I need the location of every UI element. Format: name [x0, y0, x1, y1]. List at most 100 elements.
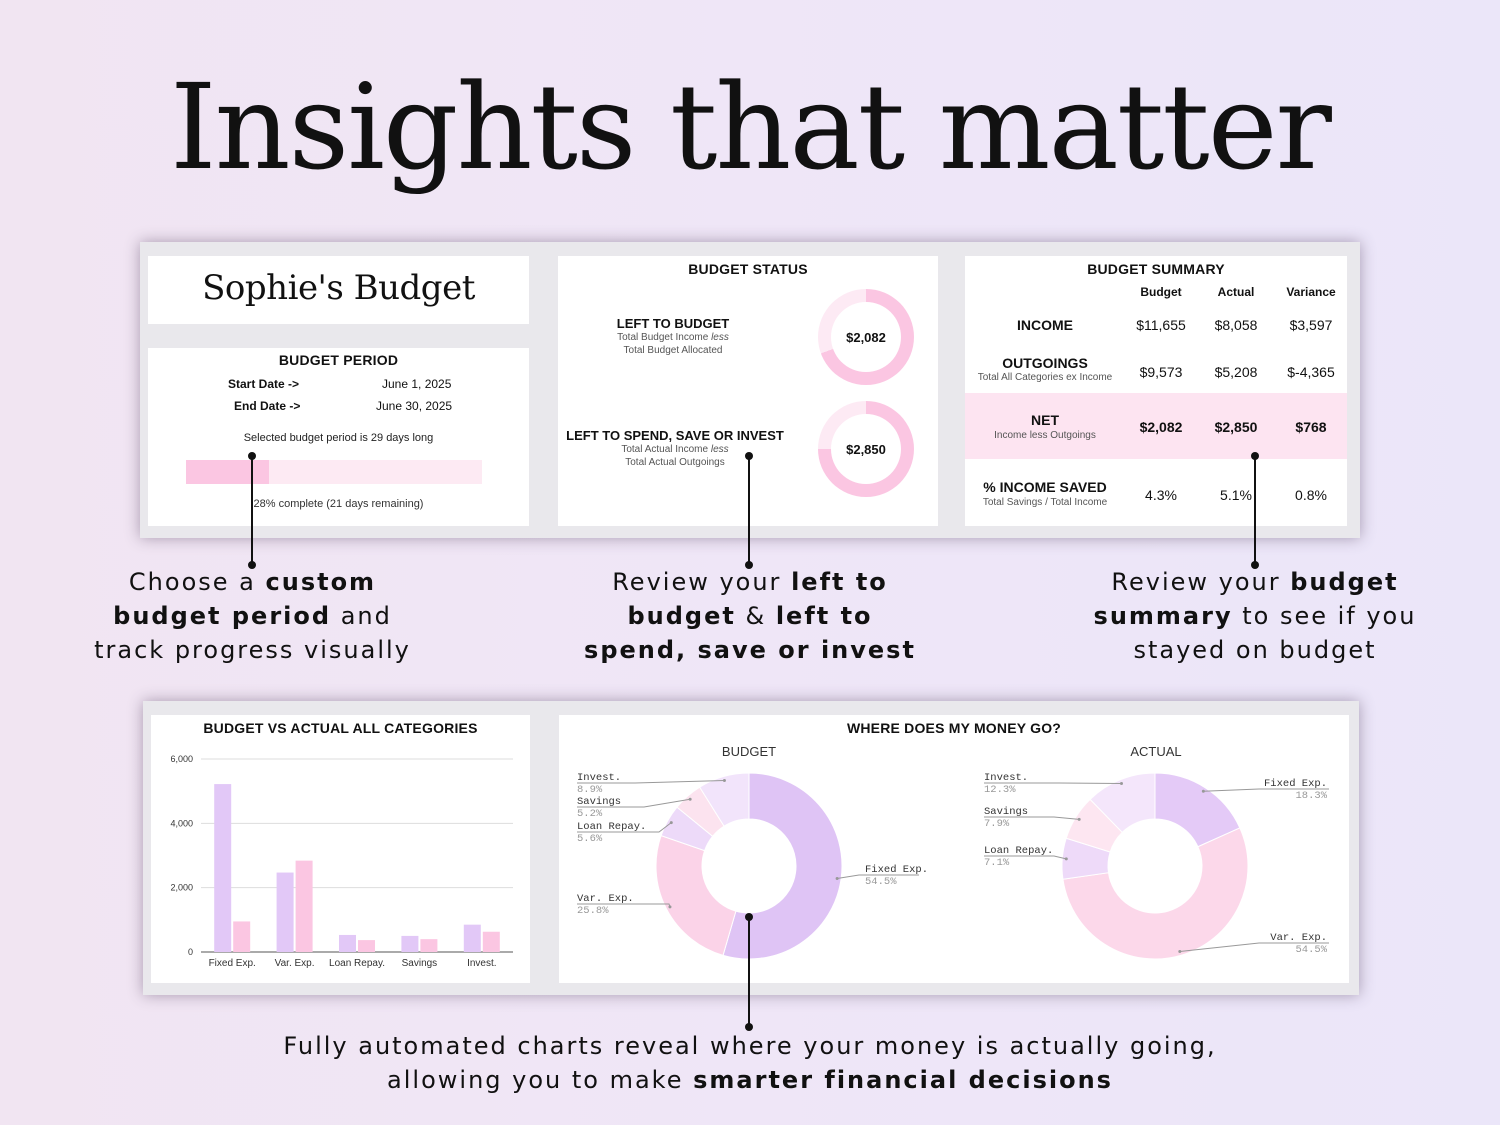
bar-actual — [482, 931, 500, 952]
pie-slice — [1062, 827, 1249, 960]
actual-pie-subtitle: ACTUAL — [1130, 744, 1182, 759]
caption-text: Choose a — [128, 568, 266, 596]
hero-title: Insights that matter — [170, 58, 1332, 196]
pie-label: Var. Exp. — [1270, 932, 1327, 944]
x-tick-label: Invest. — [467, 958, 496, 969]
caption-bold: custom budget period — [113, 568, 377, 630]
caption-text: Review your — [612, 568, 792, 596]
left-to-budget-block: LEFT TO BUDGET Total Budget Income less … — [568, 316, 778, 357]
pie-slice — [655, 834, 737, 956]
bar-actual — [420, 939, 438, 952]
callout-dot-status-end — [745, 561, 753, 569]
budget-title: Sophie's Budget — [202, 268, 475, 308]
caption-text: & — [735, 602, 776, 630]
caption-bold: budget summary — [1093, 568, 1399, 630]
bar-budget — [463, 924, 481, 952]
bar-actual — [295, 860, 313, 952]
leader-dot — [1064, 857, 1068, 861]
summary-cell: 4.3% — [1145, 487, 1177, 503]
period-length-note: Selected budget period is 29 days long — [243, 432, 434, 444]
left-to-spend-block: LEFT TO SPEND, SAVE OR INVEST Total Actu… — [558, 428, 792, 469]
dashboard-top-panel: Sophie's Budget BUDGET PERIOD Start Date… — [140, 242, 1360, 538]
callout-dot-period-end — [248, 561, 256, 569]
col-header-budget: Budget — [1140, 285, 1182, 299]
caption-text: to see if you stayed on budget — [1133, 602, 1417, 664]
callout-line-status — [748, 456, 750, 564]
pie-chart-card: WHERE DOES MY MONEY GO? BUDGET ACTUAL Fi… — [559, 715, 1349, 983]
pie-label: Fixed Exp. — [1264, 778, 1327, 790]
summary-row-sub: Total All Categories ex Income — [977, 372, 1113, 383]
summary-cell: 5.1% — [1220, 487, 1252, 503]
left-to-budget-sub1: Total Budget Income — [617, 332, 709, 343]
leader-line — [577, 779, 725, 784]
budget-pie-subtitle: BUDGET — [721, 744, 777, 759]
bar-actual — [233, 921, 251, 952]
callout-dot-charts-end — [745, 1023, 753, 1031]
pie-pct: 8.9% — [577, 784, 603, 796]
leader-line — [1179, 942, 1329, 952]
summary-row-sub: Income less Outgoings — [994, 430, 1096, 441]
leader-line — [837, 874, 919, 880]
caption-text: allowing you to make — [387, 1066, 694, 1094]
caption-period: Choose a custom budget period and track … — [80, 565, 425, 667]
y-tick-label: 4,000 — [170, 818, 193, 828]
bar-chart-card: BUDGET VS ACTUAL ALL CATEGORIES 0 2,000 4,… — [151, 715, 530, 983]
pie-pct: 12.3% — [984, 784, 1016, 796]
end-date-value[interactable]: June 30, 2025 — [376, 399, 453, 413]
leader-line — [984, 782, 1122, 785]
bar-budget — [339, 934, 356, 952]
callout-dot-summary-end — [1251, 561, 1259, 569]
budget-status-heading: BUDGET STATUS — [688, 261, 808, 277]
left-to-budget-sub-em: less — [711, 332, 729, 343]
progress-bar-track — [186, 460, 482, 484]
pie-label: Invest. — [984, 772, 1028, 784]
budget-summary-card: BUDGET SUMMARY Budget Actual Variance IN… — [965, 256, 1347, 526]
pie-chart-title: WHERE DOES MY MONEY GO? — [846, 720, 1062, 736]
end-date-label: End Date -> — [234, 399, 301, 413]
pie-label: Invest. — [577, 772, 621, 784]
summary-row-label: INCOME — [1017, 317, 1073, 333]
pie-pct: 5.6% — [577, 833, 603, 845]
summary-row-income: INCOME $11,655 $8,058 $3,597 — [965, 308, 1347, 340]
bar-budget — [401, 935, 419, 952]
summary-row-net: NET Income less Outgoings $2,082 $2,850 … — [965, 393, 1347, 459]
left-to-spend-label: LEFT TO SPEND, SAVE OR INVEST — [566, 428, 784, 443]
summary-cell: $8,058 — [1214, 317, 1258, 333]
summary-cell: 0.8% — [1295, 487, 1327, 503]
left-to-spend-sub2: Total Actual Outgoings — [625, 457, 725, 468]
bar-chart: 0 2,000 4,000 6,000 Fixed Exp. Var. Exp. Loan … — [170, 754, 513, 969]
summary-row-income-saved: % INCOME SAVED Total Savings / Total Inc… — [965, 470, 1347, 514]
summary-row-outgoings: OUTGOINGS Total All Categories ex Income… — [965, 350, 1347, 390]
pie-label: Loan Repay. — [984, 845, 1053, 857]
callout-line-period — [251, 456, 253, 564]
budget-title-card: Sophie's Budget — [148, 256, 529, 324]
pie-pct: 25.8% — [577, 905, 609, 917]
summary-cell: $2,082 — [1139, 419, 1183, 435]
summary-row-label: OUTGOINGS — [1002, 355, 1088, 371]
pie-pct: 7.9% — [984, 818, 1010, 830]
pie-pct: 54.5% — [865, 876, 897, 888]
leader-line — [984, 816, 1080, 820]
x-tick-label: Fixed Exp. — [209, 958, 256, 969]
pie-charts: Fixed Exp. 54.5% Var. Exp. 25.8% Loan Repay.… — [577, 772, 1329, 960]
start-date-value[interactable]: June 1, 2025 — [382, 377, 452, 391]
left-to-budget-sub2: Total Budget Allocated — [623, 345, 723, 356]
budget-summary-heading: BUDGET SUMMARY — [1087, 261, 1225, 277]
left-to-spend-value: $2,850 — [831, 414, 901, 484]
pie-label: Savings — [577, 796, 621, 808]
summary-cell: $768 — [1295, 419, 1327, 435]
caption-text: and track progress visually — [94, 602, 411, 664]
budget-period-heading: BUDGET PERIOD — [278, 352, 399, 368]
col-header-actual: Actual — [1217, 285, 1255, 299]
pie-label: Loan Repay. — [577, 821, 646, 833]
caption-bold: left to spend, save or invest — [584, 602, 916, 664]
caption-charts: Fully automated charts reveal where your… — [150, 1029, 1350, 1097]
leader-dot — [835, 877, 839, 881]
summary-row-sub: Total Savings / Total Income — [982, 497, 1108, 508]
y-tick-label: 0 — [188, 947, 193, 957]
summary-row-label: % INCOME SAVED — [983, 479, 1107, 495]
x-tick-label: Var. Exp. — [275, 958, 315, 969]
summary-cell: $3,597 — [1289, 317, 1333, 333]
dashboard-charts-panel: BUDGET VS ACTUAL ALL CATEGORIES 0 2,000 4,… — [143, 701, 1359, 995]
bar-budget — [276, 872, 294, 952]
